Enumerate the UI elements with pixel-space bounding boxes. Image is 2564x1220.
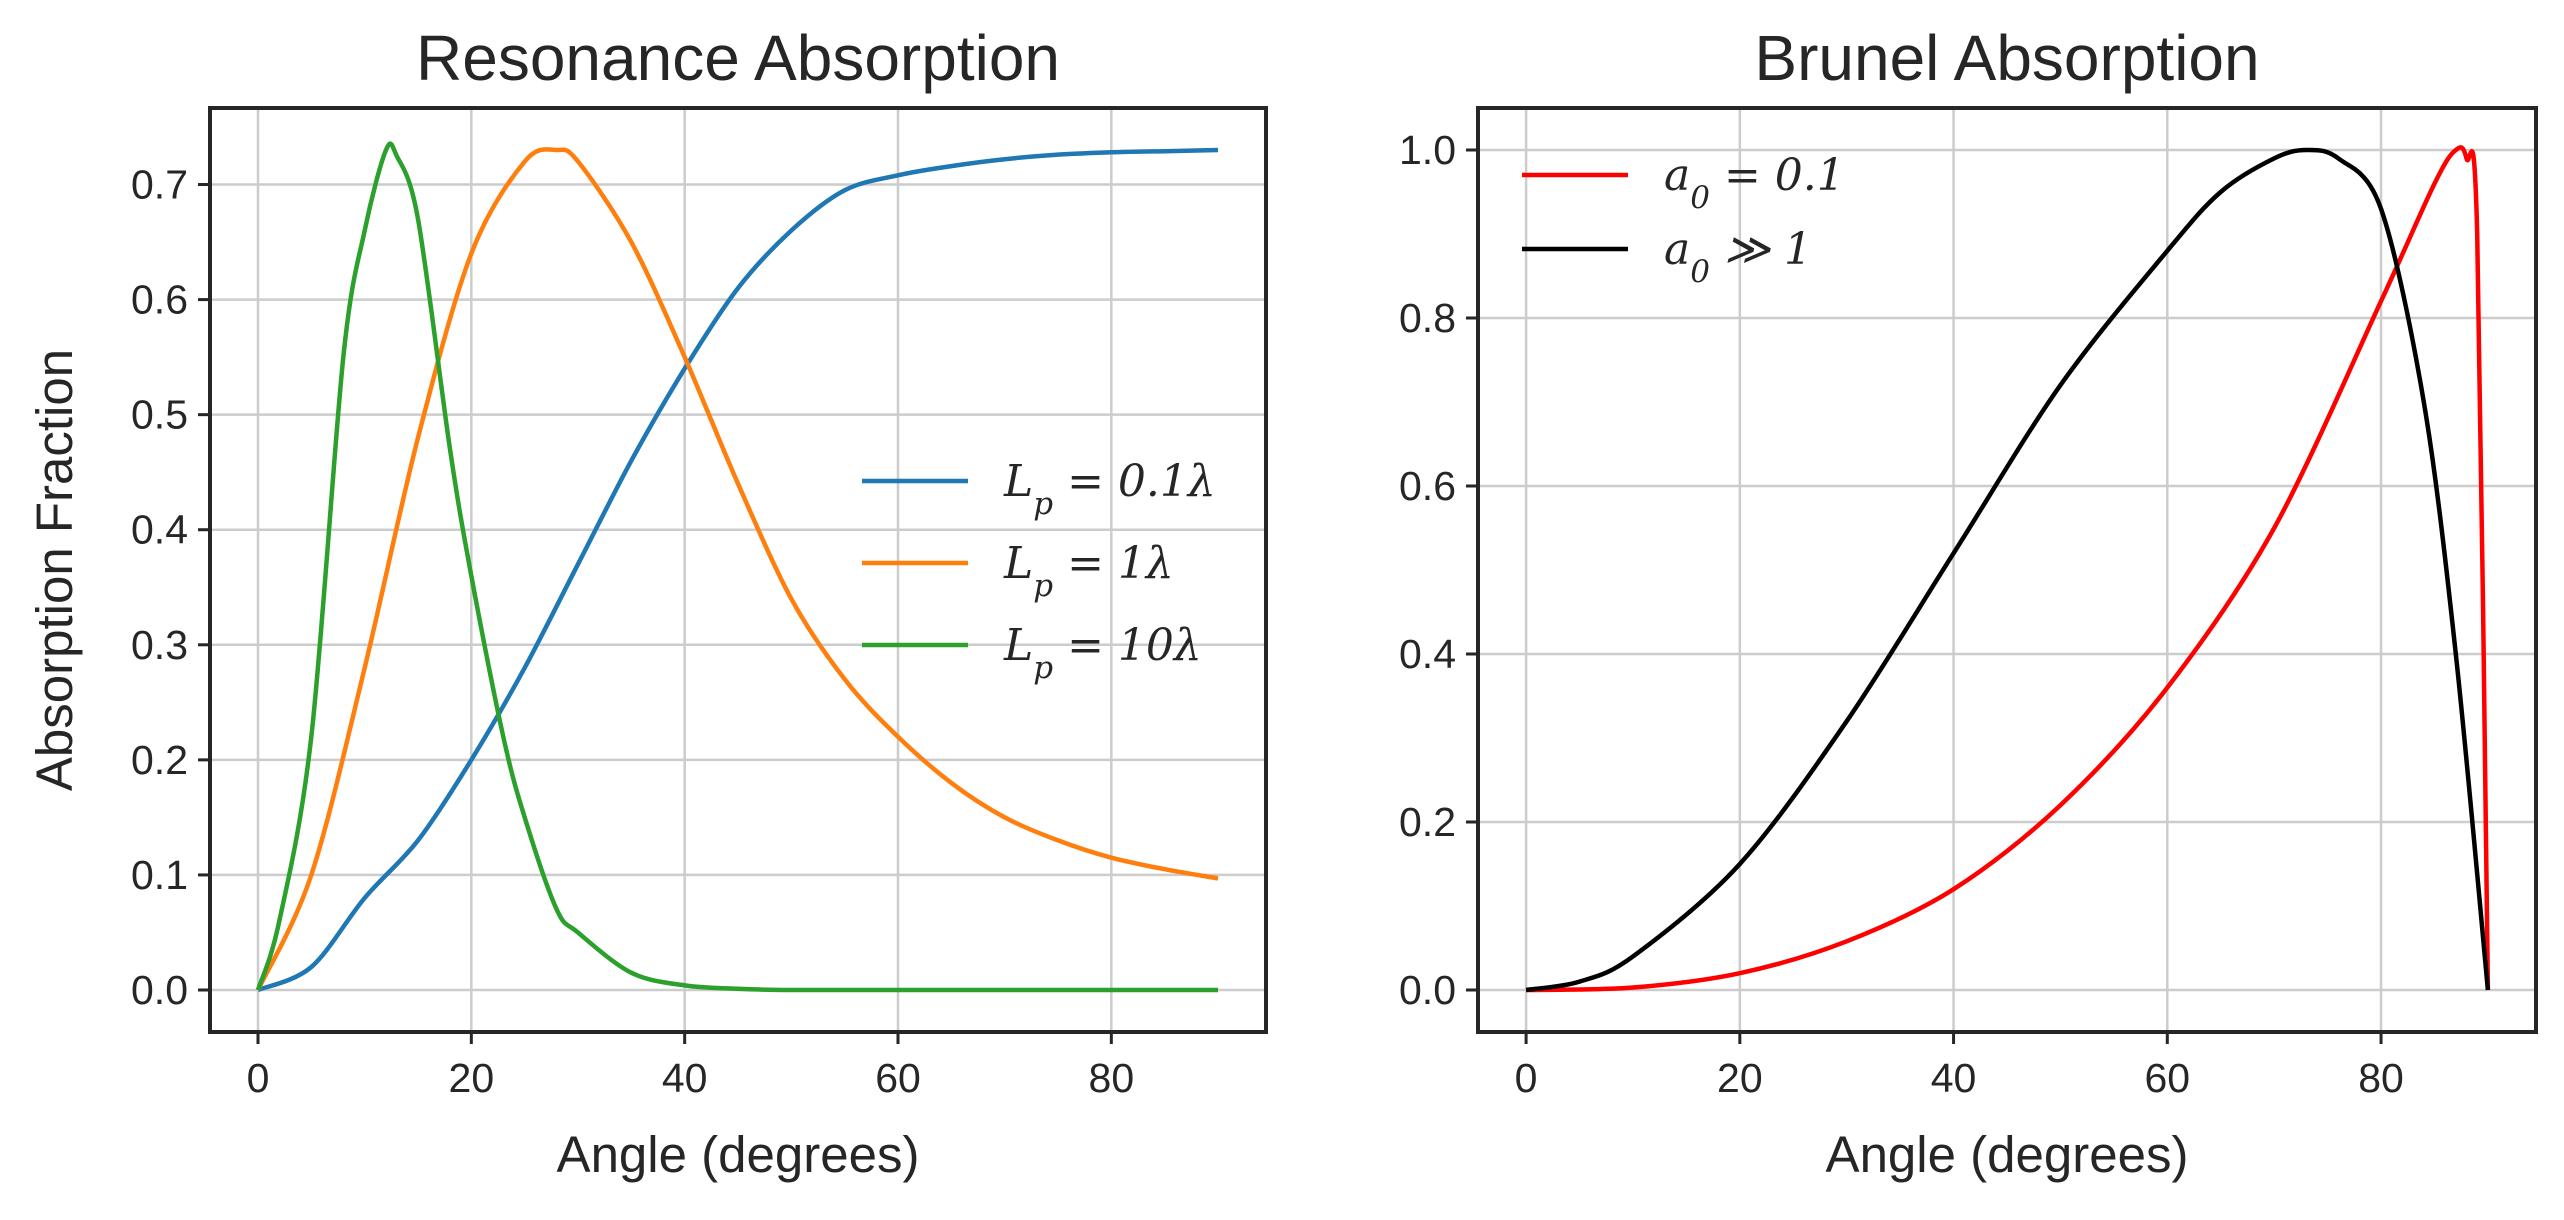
y-tick-label: 0.1 — [131, 852, 188, 898]
x-tick-label: 20 — [449, 1055, 495, 1101]
brunel-lines — [1525, 145, 2491, 993]
brunel-grid — [1478, 108, 2536, 1032]
y-tick-label: 0.6 — [131, 277, 188, 323]
y-tick-label: 0.0 — [131, 967, 188, 1013]
resonance-frame — [208, 106, 1268, 1034]
resonance-chart: 0 20 40 60 80 0.0 0.1 0.2 0.3 0.4 0.5 0.6 0.7 Resona… — [26, 22, 1268, 1183]
x-tick-label: 0 — [247, 1055, 270, 1101]
y-tick-label: 0.4 — [131, 507, 188, 553]
x-tick-label: 40 — [1931, 1055, 1977, 1101]
legend-label-2: Lp = 10λ — [1003, 620, 1202, 686]
brunel-title: Brunel Absorption — [1754, 22, 2259, 94]
brunel-ticks: 0 20 40 60 80 0.0 0.2 0.4 0.6 0.8 1.0 — [1399, 127, 2404, 1101]
resonance-ticks: 0 20 40 60 80 0.0 0.1 0.2 0.3 0.4 0.5 0.6 0.7 — [131, 162, 1134, 1101]
series-line-1 — [255, 147, 1219, 991]
legend-label-1: Lp = 1λ — [1003, 538, 1174, 604]
series-line-1 — [1525, 147, 2491, 993]
x-tick-label: 80 — [2358, 1055, 2404, 1101]
resonance-title: Resonance Absorption — [416, 22, 1060, 94]
y-tick-label: 0.3 — [131, 622, 188, 668]
y-tick-label: 0.8 — [1399, 295, 1456, 341]
legend-label-0: Lp = 0.1λ — [1003, 456, 1216, 522]
y-tick-label: 1.0 — [1399, 127, 1456, 173]
resonance-lines — [255, 141, 1219, 993]
y-tick-label: 0.4 — [1399, 631, 1456, 677]
resonance-legend: Lp = 0.1λ Lp = 1λ Lp = 10λ — [862, 456, 1216, 686]
x-tick-label: 0 — [1515, 1055, 1538, 1101]
y-tick-label: 0.6 — [1399, 463, 1456, 509]
brunel-legend: a0 = 0.1 a0 ≫ 1 — [1522, 150, 1845, 290]
legend-label-1: a0 ≫ 1 — [1664, 224, 1812, 290]
series-line-2 — [255, 141, 1218, 993]
resonance-ylabel: Absorption Fraction — [26, 349, 83, 791]
brunel-chart: 0 20 40 60 80 0.0 0.2 0.4 0.6 0.8 1.0 Brunel Absor… — [1399, 22, 2538, 1183]
brunel-frame — [1476, 106, 2538, 1034]
y-tick-label: 0.0 — [1399, 967, 1456, 1013]
y-tick-label: 0.2 — [1399, 799, 1456, 845]
series-line-0 — [257, 147, 1219, 993]
x-tick-label: 40 — [662, 1055, 708, 1101]
resonance-xlabel: Angle (degrees) — [557, 1126, 920, 1183]
y-tick-label: 0.5 — [131, 392, 188, 438]
x-tick-label: 60 — [2144, 1055, 2190, 1101]
x-tick-label: 80 — [1089, 1055, 1135, 1101]
brunel-xlabel: Angle (degrees) — [1826, 1126, 2189, 1183]
y-tick-label: 0.2 — [131, 737, 188, 783]
legend-label-0: a0 = 0.1 — [1664, 150, 1845, 216]
x-tick-label: 20 — [1717, 1055, 1763, 1101]
series-line-0 — [1526, 145, 2491, 993]
x-tick-label: 60 — [875, 1055, 921, 1101]
y-tick-label: 0.7 — [131, 162, 188, 208]
